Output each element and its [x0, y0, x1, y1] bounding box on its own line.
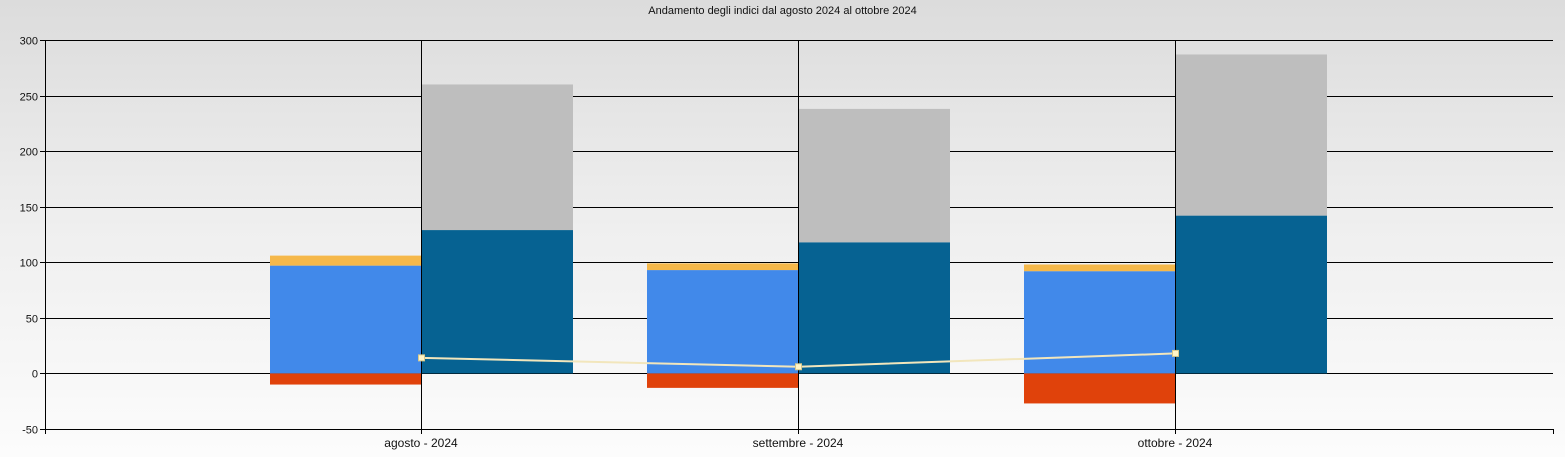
y-tick-label: 50	[26, 314, 38, 326]
y-tick-label: 150	[20, 203, 38, 215]
trend-line	[418, 349, 1179, 371]
axes: 300 250 200 150 100 50 0 -50 agosto - 2024 settem…	[20, 36, 1554, 450]
bar-right-series-1	[799, 108, 950, 243]
bar-left-series-1	[270, 255, 421, 266]
y-tick-label: 200	[20, 147, 38, 159]
y-tick-label: 300	[20, 36, 38, 48]
bar-right-series-1	[1176, 54, 1327, 216]
y-tick-label: 100	[20, 258, 38, 270]
bar-right-series-0	[799, 242, 950, 374]
bar-left-series-1	[647, 263, 798, 271]
x-tick-label: ottobre - 2024	[1138, 436, 1213, 450]
bar-left-series-2	[270, 373, 421, 385]
y-tick-label: -50	[22, 425, 38, 437]
x-tick-label: agosto - 2024	[384, 436, 458, 450]
trend-point	[1172, 349, 1179, 357]
trend-point	[795, 363, 802, 371]
trend-point	[418, 354, 425, 362]
y-tick-label: 0	[32, 369, 38, 381]
bar-left-series-2	[647, 373, 798, 388]
y-tick-label: 250	[20, 92, 38, 104]
chart-title: Andamento degli indici dal agosto 2024 a…	[648, 5, 917, 17]
bar-right-series-0	[1176, 215, 1327, 374]
bar-right-series-1	[422, 84, 573, 231]
bar-right-series-0	[422, 230, 573, 374]
bar-left-series-1	[1024, 264, 1175, 272]
bar-left-series-0	[270, 265, 421, 374]
bar-left-series-2	[1024, 373, 1175, 404]
bar-left-series-0	[647, 270, 798, 374]
x-tick-label: settembre - 2024	[753, 436, 844, 450]
bars	[270, 54, 1327, 404]
